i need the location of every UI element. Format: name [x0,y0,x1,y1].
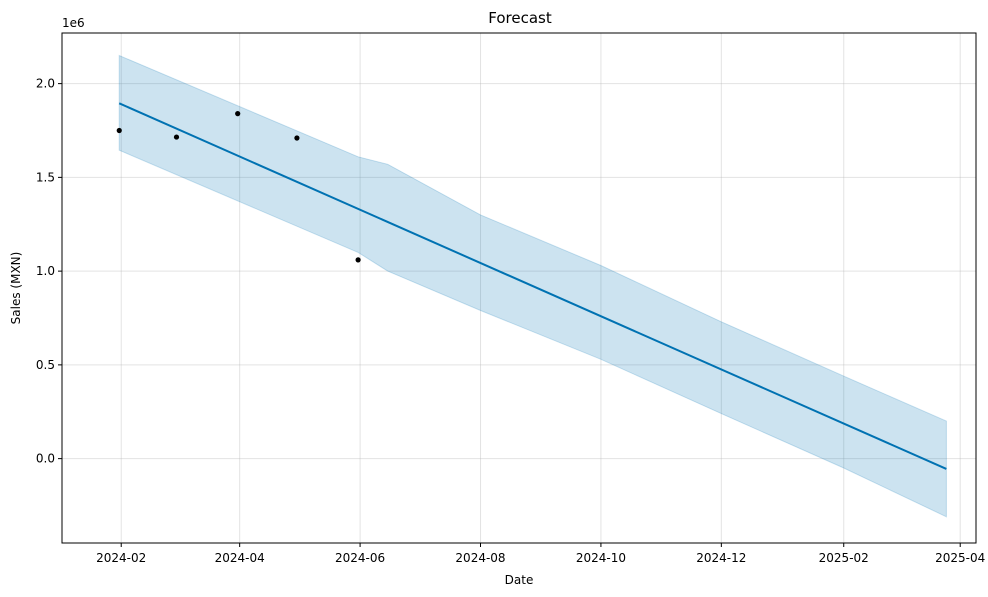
y-tick-label: 0.5 [36,358,55,372]
y-tick-label: 1.5 [36,170,55,184]
x-tick-label: 2024-12 [696,551,746,565]
x-axis-label: Date [505,573,534,587]
observed-point [235,111,241,117]
x-tick-label: 2024-06 [335,551,385,565]
observed-point [116,127,122,134]
y-tick-label: 2.0 [36,77,55,91]
forecast-line-layer [118,102,947,470]
plot-frame [61,32,977,544]
y-tick-label: 0.0 [36,452,55,466]
observed-point [173,134,180,140]
x-tick-label: 2024-08 [455,551,505,565]
forecast-line [118,102,947,470]
x-tick-label: 2025-02 [819,551,869,565]
chart-title: Forecast [488,9,552,27]
y-offset-label: 1e6 [62,16,85,30]
observed-point [294,135,300,141]
x-tick-label: 2024-10 [576,551,626,565]
observed-point [355,257,361,263]
x-tick-label: 2024-02 [96,551,146,565]
tick-layer: 2024-02 2024-04 2024-06 2024-08 2024-10 2024-… [36,77,985,565]
y-tick-label: 1.0 [36,264,55,278]
x-tick-label: 2025-04 [935,551,985,565]
observed-points-layer [116,111,361,263]
x-tick-label: 2024-04 [215,551,265,565]
grid-layer [62,33,976,543]
y-axis-label: Sales (MXN) [9,252,23,325]
